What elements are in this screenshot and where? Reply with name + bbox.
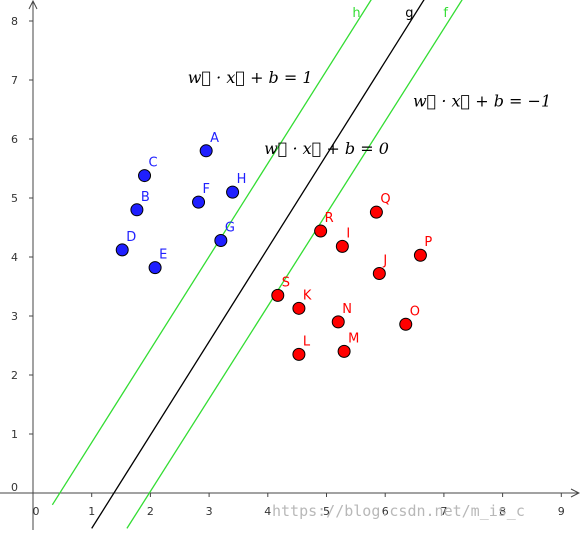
y-tick-label: 0 (11, 481, 18, 494)
x-tick-label: 3 (206, 505, 213, 518)
point-label-G: G (225, 220, 235, 235)
x-tick-label: 9 (558, 505, 565, 518)
point-K (292, 301, 306, 315)
equation-2: w⃗ · x⃗ + b = −1 (413, 92, 551, 111)
y-tick-label: 5 (11, 192, 18, 205)
y-axis-arrow (28, 0, 38, 10)
point-Q (369, 205, 383, 219)
point-label-N: N (342, 302, 352, 317)
point-label-P: P (424, 235, 432, 250)
point-I (335, 239, 349, 253)
point-label-E: E (159, 248, 167, 263)
line-h (51, 0, 372, 506)
point-E (148, 261, 162, 275)
point-label-Q: Q (380, 192, 390, 207)
point-N (331, 315, 345, 329)
y-tick-label: 6 (11, 133, 18, 146)
point-C (138, 169, 152, 183)
point-M (337, 344, 351, 358)
y-tick-label: 7 (11, 74, 18, 87)
point-L (292, 347, 306, 361)
line-label-f: f (443, 6, 448, 21)
y-tick-label: 1 (11, 428, 18, 441)
point-label-R: R (325, 211, 334, 226)
point-S (271, 288, 285, 302)
point-A (199, 144, 213, 158)
line-label-h: h (352, 6, 360, 21)
point-label-A: A (210, 131, 219, 146)
equation-1: w⃗ · x⃗ + b = 0 (264, 139, 389, 158)
point-R (314, 224, 328, 238)
point-label-F: F (203, 182, 210, 197)
y-tick-label: 3 (11, 310, 18, 323)
equation-annotations: w⃗ · x⃗ + b = 1 w⃗ · x⃗ + b = 0 w⃗ · x⃗ + … (188, 68, 551, 158)
x-tick-label: 4 (264, 505, 271, 518)
point-label-J: J (382, 254, 387, 269)
point-D (115, 243, 129, 257)
point-J (372, 267, 386, 281)
x-tick-label: 6 (382, 505, 389, 518)
line-g (91, 0, 425, 529)
point-O (399, 317, 413, 331)
x-tick-label: 5 (323, 505, 330, 518)
point-label-M: M (348, 331, 359, 346)
point-label-C: C (149, 156, 158, 171)
watermark: https://blog.csdn.net/m_is_c (272, 502, 525, 520)
point-label-I: I (346, 226, 350, 241)
y-tick-label: 4 (11, 251, 18, 264)
x-axis-arrow (570, 488, 580, 498)
x-tick-label: 0 (33, 505, 40, 518)
point-label-L: L (303, 334, 311, 349)
point-label-D: D (126, 230, 136, 245)
point-P (413, 248, 427, 262)
point-label-H: H (237, 172, 247, 187)
equation-0: w⃗ · x⃗ + b = 1 (188, 68, 313, 87)
x-tick-label: 2 (147, 505, 154, 518)
point-label-O: O (410, 304, 420, 319)
x-tick-label: 8 (499, 505, 506, 518)
point-G (214, 233, 228, 247)
line-label-g: g (405, 6, 413, 21)
y-tick-label: 8 (11, 15, 18, 28)
point-label-B: B (141, 190, 150, 205)
y-tick-label: 2 (11, 369, 18, 382)
point-label-S: S (282, 275, 290, 290)
point-label-K: K (303, 288, 312, 303)
point-F (192, 195, 206, 209)
x-tick-label: 1 (88, 505, 95, 518)
x-tick-label: 7 (440, 505, 447, 518)
point-B (130, 203, 144, 217)
point-H (226, 185, 240, 199)
line-f (126, 0, 463, 529)
data-points: A B C D E F G H I J K L MN O P Q R S (115, 131, 432, 361)
